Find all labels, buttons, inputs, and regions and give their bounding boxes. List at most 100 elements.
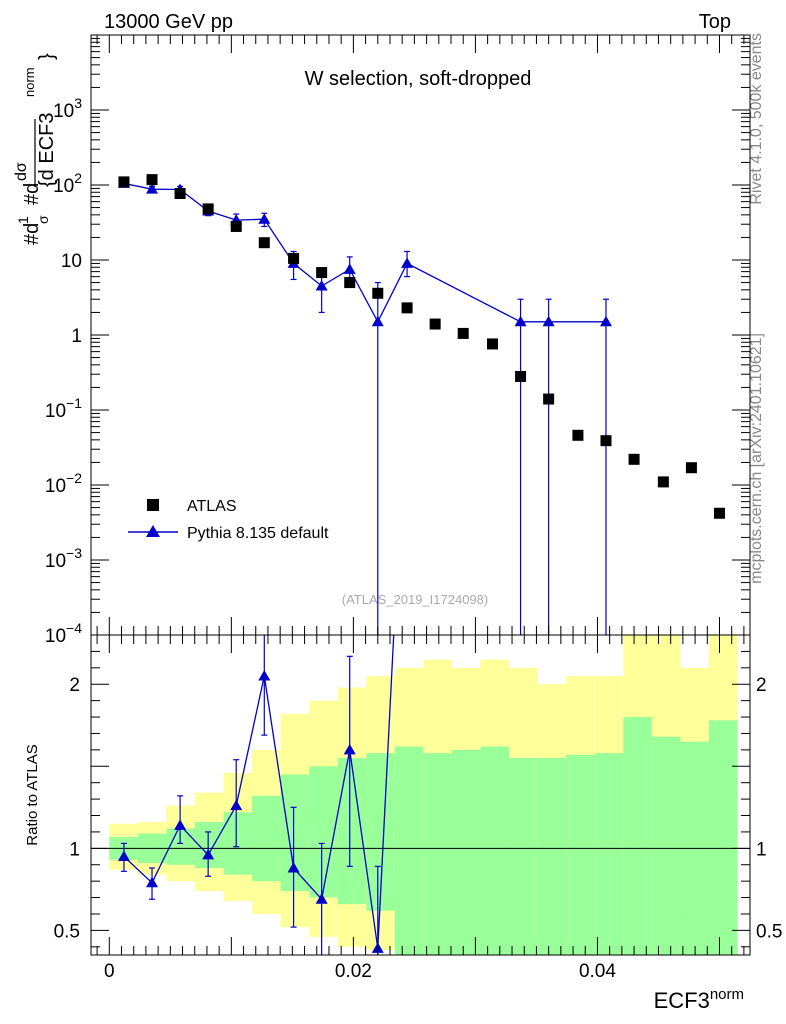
band-inner-bin	[509, 758, 538, 955]
data-point	[202, 203, 214, 215]
data-point	[685, 462, 697, 474]
main-y-tick-label: 1	[71, 326, 82, 347]
axis-ticks	[91, 35, 750, 955]
main-mc-point	[258, 213, 271, 224]
band-inner-bin	[651, 736, 681, 955]
data-point	[713, 507, 725, 519]
ratio-y-tick-label-left: 2	[69, 675, 80, 696]
data-point	[118, 176, 130, 188]
ylabel-part-6: {d ECF3	[36, 113, 58, 187]
ratio-mc-point	[401, 366, 413, 377]
main-y-tick-label: 10−2	[45, 470, 82, 497]
plot-title: W selection, soft-dropped	[305, 68, 532, 90]
ratio-y-tick-label-left: 1	[69, 839, 80, 860]
x-axis-label: ECF3norm	[654, 986, 744, 1013]
ratio-y-tick-label-left: 0.5	[54, 921, 80, 942]
data-point	[628, 453, 640, 465]
data-point	[487, 338, 499, 350]
ratio-uncertainty-bands	[109, 635, 738, 955]
ylabel-part-5: dσ	[13, 162, 30, 181]
ratio-y-tick-label-right: 0.5	[756, 921, 782, 942]
band-inner-bin	[337, 758, 367, 905]
main-mc-line	[123, 182, 606, 324]
data-point	[344, 277, 356, 289]
main-mc-point	[542, 315, 555, 327]
ratio-y-tick-label-right: 2	[756, 675, 767, 696]
band-inner-bin	[566, 754, 595, 955]
data-point	[258, 237, 270, 249]
ylabel-part-8: }	[36, 53, 58, 60]
legend-label-atlas: ATLAS	[187, 498, 237, 515]
ylabel-part-4: #d	[21, 183, 43, 205]
data-point	[543, 393, 555, 405]
mcplots-label: mcplots.cern.ch [arXiv:2401.10621]	[748, 333, 765, 584]
x-tick-label: 0	[104, 961, 115, 982]
ratio-mc-point	[230, 799, 243, 811]
data-point	[657, 476, 669, 488]
main-mc-point	[401, 257, 414, 268]
legend-marker-pythia	[146, 525, 160, 537]
legend-label-pythia: Pythia 8.135 default	[187, 525, 329, 542]
axis-tick-labels: 10−4 10−3 10−2 10−1 1 10 102 103 0.5 0.5 1 1 2 2 0 0.02…	[45, 95, 783, 982]
main-data-series	[118, 174, 725, 519]
band-inner-bin	[252, 795, 281, 882]
svg-text:#d 1 σ #d: #d 1 σ #d dσ {d ECF3 norm }	[9, 53, 58, 245]
main-mc-point	[371, 315, 384, 327]
band-inner-bin	[394, 746, 424, 955]
band-inner-bin	[537, 758, 567, 955]
main-mc-series	[117, 177, 612, 635]
main-mc-point	[343, 263, 356, 274]
data-point	[457, 327, 469, 339]
ylabel-part-3: σ	[35, 215, 51, 224]
ratio-mc-point	[146, 876, 159, 888]
main-plot-frame	[90, 34, 751, 636]
data-point	[372, 287, 384, 299]
band-inner-bin	[223, 812, 253, 875]
main-mc-point	[146, 183, 159, 194]
legend: ATLAS Pythia 8.135 default	[128, 498, 329, 542]
ratio-mc-point	[287, 862, 300, 873]
data-point	[174, 188, 186, 200]
data-point	[429, 318, 441, 330]
main-y-tick-label: 10−3	[45, 545, 82, 572]
header-process: Top	[699, 11, 731, 33]
ylabel-part-2: 1	[15, 216, 31, 224]
data-point	[316, 267, 328, 279]
x-axis-label-main: ECF3	[654, 988, 710, 1013]
main-y-tick-label: 10	[61, 251, 82, 272]
main-y-tick-label: 103	[53, 95, 82, 122]
band-inner-bin	[166, 828, 195, 865]
main-y-tick-label: 10−1	[45, 395, 82, 422]
data-point	[401, 302, 413, 314]
band-inner-bin	[423, 753, 452, 955]
ratio-y-tick-label-right: 1	[756, 839, 767, 860]
band-inner-bin	[480, 746, 510, 955]
main-y-axis-label: #d 1 σ #d dσ {d ECF3 norm }	[9, 53, 58, 245]
ylabel-part-1: #d	[21, 223, 43, 245]
main-mc-point	[514, 315, 527, 327]
band-inner-bin	[194, 822, 224, 869]
main-y-tick-label: 10−4	[45, 620, 82, 647]
ratio-mc-point	[315, 893, 328, 904]
ratio-y-axis-label: Ratio to ATLAS	[24, 744, 41, 845]
ratio-mc-point	[258, 670, 271, 681]
x-axis-label-sup: norm	[710, 986, 744, 1003]
data-point	[600, 435, 612, 447]
band-inner-bin	[309, 766, 338, 898]
main-mc-point	[599, 315, 612, 327]
ratio-mc-point	[343, 743, 356, 755]
data-point	[288, 252, 300, 264]
ratio-mc-point	[174, 819, 187, 830]
ratio-mc-point	[117, 850, 130, 862]
legend-marker-atlas	[147, 499, 159, 511]
main-y-tick-label: 102	[53, 170, 82, 197]
ratio-plot-frame	[90, 634, 751, 956]
x-tick-label: 0.04	[579, 961, 616, 982]
rivet-label: Rivet 4.1.0, 500k events	[748, 33, 765, 205]
data-point	[146, 174, 158, 186]
header-energy: 13000 GeV pp	[104, 11, 233, 33]
band-inner-bin	[594, 753, 624, 955]
main-mc-point	[315, 280, 328, 291]
band-inner-bin	[451, 749, 481, 955]
data-point	[230, 220, 242, 232]
